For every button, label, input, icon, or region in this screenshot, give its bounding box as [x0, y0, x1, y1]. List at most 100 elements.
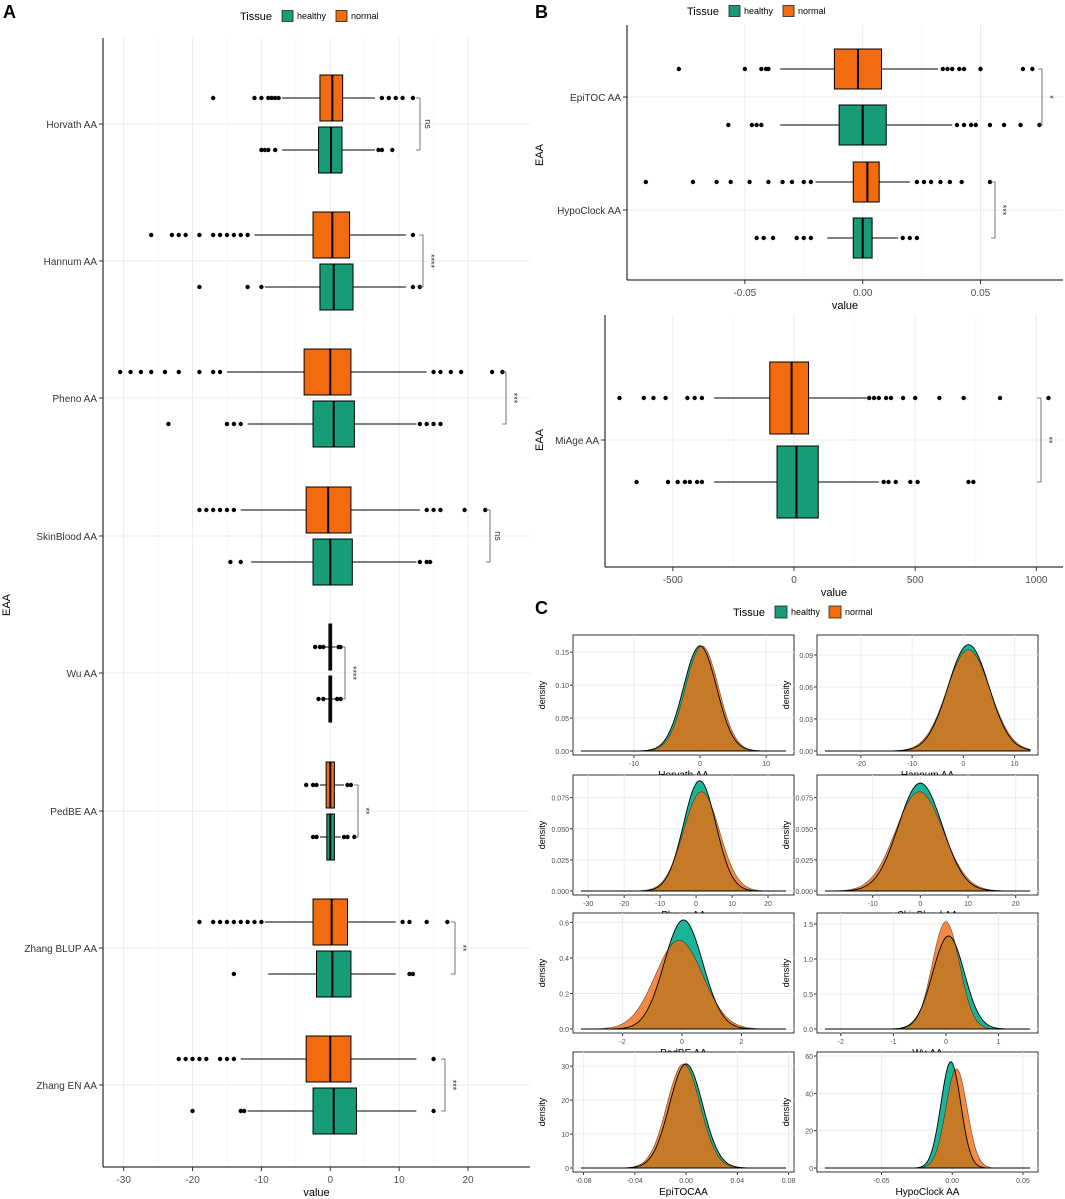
outlier-point — [424, 507, 429, 513]
panel-label-b: B — [535, 2, 548, 22]
outlier-point — [410, 971, 416, 977]
outlier-point — [303, 782, 309, 788]
x-tick-label: 1000 — [1025, 575, 1048, 586]
significance-bracket — [354, 784, 359, 838]
outlier-point — [262, 147, 268, 153]
outlier-point — [376, 147, 381, 153]
x-tick-label: 20 — [764, 901, 772, 908]
density-subplot: -30-20-10010200.0000.0250.0500.075Pheno … — [537, 774, 795, 921]
outlier-point — [317, 644, 323, 650]
outlier-point — [272, 147, 278, 153]
density-area-overlap — [581, 791, 786, 891]
outlier-point — [888, 395, 894, 401]
outlier-point — [314, 834, 319, 840]
x-tick-label: 0 — [944, 1039, 948, 1046]
y-tick-label: 10 — [561, 1132, 569, 1139]
density-subplot: -0.05 0.00 0.05 0 20 40 60 HypoClock AA density — [781, 1051, 1039, 1198]
box-normal — [676, 48, 1035, 90]
y-tick-label: 30 — [561, 1064, 569, 1071]
outlier-point — [445, 919, 450, 925]
x-tick-label: 0.08 — [782, 1178, 796, 1185]
outlier-point — [1046, 395, 1051, 401]
outlier-point — [685, 395, 690, 401]
outlier-point — [742, 66, 748, 72]
outlier-point — [438, 369, 443, 375]
significance-bracket — [341, 646, 346, 700]
outlier-point — [345, 782, 350, 788]
outlier-point — [314, 782, 319, 788]
y-tick-label: 1.0 — [803, 957, 813, 964]
outlier-point — [431, 369, 436, 375]
outlier-point — [1018, 122, 1023, 128]
box-iqr — [303, 348, 352, 396]
panel-b-top-boxplot: -0.05 0.00 0.05 value EAA EpiTOC AA * HypoClock… — [534, 25, 1063, 312]
outlier-point — [665, 479, 671, 485]
outlier-point — [269, 95, 274, 101]
outlier-point — [794, 235, 799, 241]
outlier-point — [197, 232, 202, 238]
box-healthy — [228, 538, 433, 586]
x-tick-label: 0.00 — [945, 1178, 959, 1185]
outlier-point — [217, 232, 223, 238]
outlier-point — [386, 95, 392, 101]
significance-bracket — [502, 371, 507, 425]
outlier-point — [197, 369, 202, 375]
density-area-overlap — [581, 1064, 786, 1168]
outlier-point — [961, 395, 966, 401]
outlier-point — [197, 507, 202, 513]
panel-a-boxplot: -30 -20 -10 0 10 20 value EAA Horvath AA ns Hannum… — [1, 38, 530, 1199]
density-line-normal — [825, 921, 1030, 1030]
outlier-point — [338, 696, 343, 702]
box-iqr — [319, 263, 354, 311]
outlier-point — [759, 66, 764, 72]
significance-label: ** — [361, 807, 371, 815]
box-normal — [617, 361, 1051, 435]
outlier-point — [997, 395, 1003, 401]
y-tick-label: 0 — [809, 1166, 813, 1173]
outlier-point — [183, 232, 188, 238]
outlier-point — [699, 479, 705, 485]
y-tick-label: 0.0 — [559, 1027, 569, 1034]
legend-panel-b: Tissue healthy normal — [687, 5, 826, 18]
outlier-point — [238, 232, 243, 238]
density-y-title: density — [537, 820, 547, 849]
outlier-point — [149, 232, 154, 238]
y-axis-title: EAA — [534, 143, 546, 166]
outlier-point — [338, 644, 343, 650]
box-normal — [176, 1035, 436, 1083]
outlier-point — [438, 421, 443, 427]
category-label: Pheno AA — [53, 394, 98, 405]
x-tick-label: -10 — [655, 901, 665, 908]
x-tick-label: 0 — [698, 761, 702, 768]
significance-bracket — [451, 921, 456, 975]
outlier-point — [231, 1056, 237, 1062]
y-tick-label: 0.025 — [551, 858, 569, 865]
category-label: Zhang EN AA — [36, 1081, 97, 1092]
outlier-point — [694, 479, 700, 485]
outlier-point — [754, 122, 759, 128]
y-tick-label: 0.03 — [799, 717, 813, 724]
legend-panel-c: Tissue healthy normal — [733, 605, 873, 619]
outlier-point — [462, 507, 467, 513]
outlier-point — [410, 284, 416, 290]
outlier-point — [427, 559, 433, 565]
y-tick-label: 0.00 — [555, 749, 569, 756]
outlier-point — [210, 95, 216, 101]
x-tick-label: 0 — [961, 761, 965, 768]
panel-label-a: A — [3, 2, 16, 22]
legend-label-healthy: healthy — [297, 11, 327, 21]
legend-title: Tissue — [240, 11, 272, 23]
x-tick-label: -0.04 — [627, 1178, 643, 1185]
box-healthy — [197, 263, 423, 311]
x-tick-label: 0 — [680, 1039, 684, 1046]
x-tick-label: 10 — [728, 901, 736, 908]
y-tick-label: 40 — [805, 1091, 813, 1098]
outlier-point — [197, 1056, 202, 1062]
significance-label: **** — [426, 254, 436, 269]
outlier-point — [881, 479, 886, 485]
outlier-point — [634, 479, 639, 485]
outlier-point — [643, 179, 649, 185]
